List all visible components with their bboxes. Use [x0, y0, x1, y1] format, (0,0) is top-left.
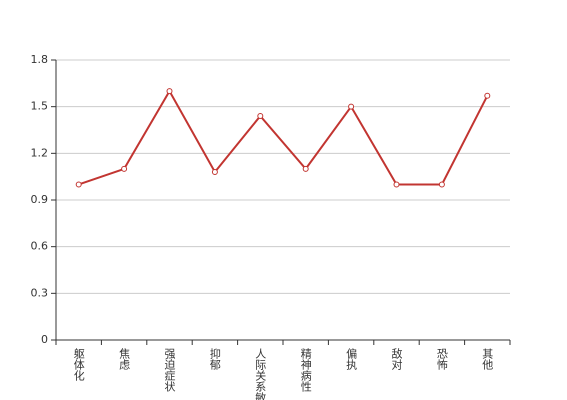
y-tick-label: 0.6 [31, 240, 49, 253]
x-tick-label: 其他 [481, 348, 494, 370]
point [393, 181, 400, 188]
point [484, 92, 491, 99]
x-tick-label: 焦虑 [118, 348, 131, 370]
y-tick-label: 0.3 [31, 286, 49, 299]
y-tick-label: 0.9 [31, 193, 49, 206]
x-tick-label: 敌对 [390, 347, 403, 370]
x-tick-label: 精神病性 [299, 348, 312, 393]
y-tick-label: 1.2 [31, 146, 49, 159]
point [348, 103, 355, 110]
point [121, 165, 128, 172]
line [78, 89, 489, 186]
y-tick-label: 0 [41, 333, 48, 346]
x-tick-label: 恐怖 [435, 348, 448, 370]
x-tick-label: 强迫症状 [163, 348, 176, 392]
point [257, 113, 264, 119]
x-tick-label: 人际关系敏感 [254, 348, 267, 400]
x-tick-label: 躯体化 [72, 348, 85, 382]
y-tick-label: 1.5 [31, 100, 49, 113]
y-tick-label: 1.8 [31, 53, 49, 66]
point [166, 88, 173, 95]
point [75, 181, 82, 188]
x-tick-label: 偏执 [345, 347, 358, 371]
x-tick-label: 抑郁 [208, 347, 221, 370]
point [211, 169, 218, 175]
point [302, 165, 309, 172]
point [438, 181, 445, 188]
